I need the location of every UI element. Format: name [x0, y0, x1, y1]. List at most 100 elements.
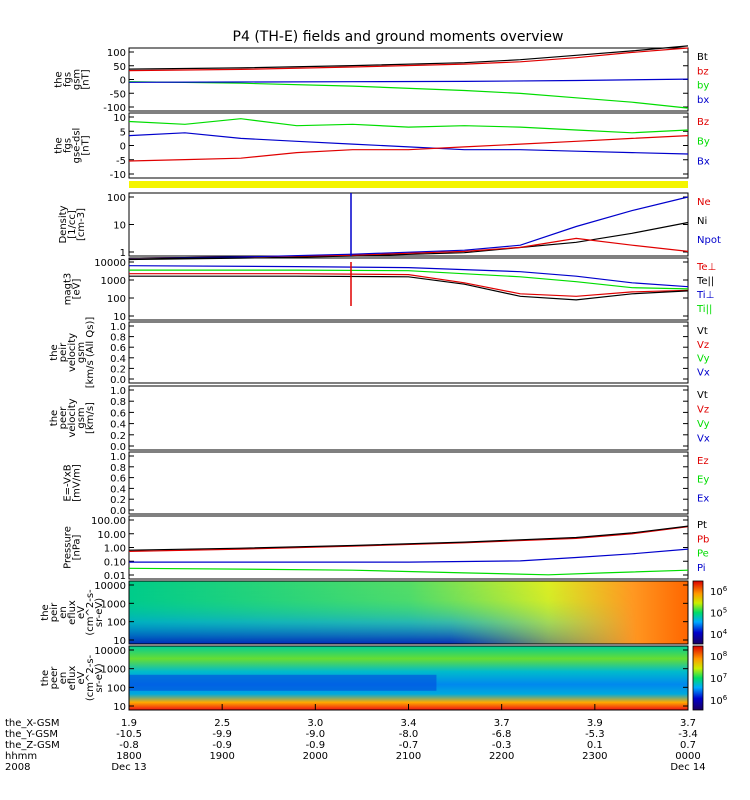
- series-Te||: [129, 275, 689, 301]
- ylabel-line: [cm-3]: [76, 208, 87, 241]
- ytick-label: 10.00: [97, 530, 126, 541]
- legend-Pi: Pi: [697, 563, 706, 574]
- xaxis-row-label: 2008: [5, 762, 30, 773]
- series-Pt: [128, 525, 689, 551]
- series-Pe: [128, 567, 689, 576]
- ytick-label: 0.2: [110, 495, 126, 506]
- xaxis-value: 2.5: [214, 718, 230, 729]
- panel-frame: [128, 385, 689, 451]
- ytick-label: 0.4: [110, 354, 126, 365]
- ylabel-line: sr-eV): [94, 598, 105, 627]
- ytick-label: 10: [113, 312, 126, 323]
- ylabel-line: [1/cc]: [67, 210, 78, 239]
- ytick-label: 0.0: [110, 375, 126, 386]
- ylabel-line: peer: [49, 666, 60, 690]
- panel-efield: 1.00.80.60.40.20.0 E=-VxB[mV/m] Ez Ey Ex: [63, 451, 709, 517]
- ytick-label: 1: [120, 248, 126, 259]
- ylabel-line: magt3: [63, 273, 74, 306]
- legend-Pt: Pt: [697, 520, 707, 531]
- legend-Ni: Ni: [697, 216, 707, 227]
- ytick-label: 10000: [94, 258, 126, 269]
- ylabel-line: eflux: [67, 600, 78, 625]
- ytick-label: 0.8: [110, 333, 126, 344]
- ytick-label: 1.0: [110, 452, 126, 463]
- ylabel-line: gsm: [76, 407, 87, 428]
- panel-frame: [128, 580, 689, 645]
- ylabel: thefgsgsm[nT]: [54, 69, 92, 90]
- ylabel-line: the: [49, 410, 60, 426]
- ytick-label: 1000: [101, 665, 126, 676]
- xaxis-value: 0.7: [680, 740, 696, 751]
- xaxis-value: 0000: [675, 751, 700, 762]
- legend-Pb: Pb: [697, 534, 709, 545]
- ytick-label: 0.8: [110, 463, 126, 474]
- ylabel-line: [nT]: [81, 135, 92, 155]
- ytick-label: 1.00: [104, 544, 126, 555]
- legend-Ey: Ey: [697, 475, 709, 486]
- legend-by: by: [697, 81, 709, 92]
- ylabel-line: en: [58, 672, 69, 685]
- legend-Vt: Vt: [697, 326, 708, 337]
- ylabel-line: the: [49, 344, 60, 360]
- ytick-label: 1.0: [110, 386, 126, 397]
- ylabel-line: the: [54, 71, 65, 87]
- legend-Vz: Vz: [697, 340, 709, 351]
- legend-Ti⊥: Ti⊥: [696, 290, 714, 301]
- legend-Vy: Vy: [697, 419, 710, 430]
- ylabel-line: the: [40, 670, 51, 686]
- colorbar-tick-label: 106: [710, 585, 728, 598]
- ylabel-line: [mV/m]: [72, 464, 83, 502]
- ytick-label: 0.8: [110, 397, 126, 408]
- colorbar: [692, 580, 704, 645]
- colorbar-tick-label: 106: [710, 694, 728, 707]
- ytick-label: 0.6: [110, 474, 126, 485]
- legend-Vx: Vx: [697, 434, 710, 445]
- ylabel-line: (cm^2-s-: [85, 654, 96, 701]
- legend-bz: bz: [697, 66, 709, 77]
- xaxis-value: 3.0: [307, 718, 323, 729]
- colorbar-tick-label: 108: [710, 650, 727, 663]
- colorbar: [692, 645, 704, 711]
- panel-peir_velocity: 1.00.80.60.40.20.0 thepeirvelocitygsm[km/…: [49, 317, 710, 389]
- ylabel-line: gsm: [72, 69, 83, 90]
- series-Ne: [128, 237, 689, 259]
- ytick-label: 10: [113, 702, 126, 713]
- ytick-label: 100: [107, 48, 126, 59]
- legend-Ne: Ne: [697, 197, 711, 208]
- panel-peer_velocity: 1.00.80.60.40.20.0 thepeervelocitygsm[km/…: [49, 385, 710, 453]
- legend-Ti||: Ti||: [696, 304, 712, 315]
- ytick-label: 0.2: [110, 431, 126, 442]
- ytick-label: 0: [120, 142, 126, 153]
- colorbar-tick-label: 104: [710, 628, 728, 641]
- ytick-label: 0.4: [110, 484, 126, 495]
- ytick-label: 100: [107, 618, 126, 629]
- ytick-label: 1000: [101, 599, 126, 610]
- series-Npot: [128, 196, 689, 259]
- ylabel-line: sr-eV): [94, 663, 105, 692]
- ylabel: thepeirenefluxeV(cm^2-s-sr-eV): [40, 589, 105, 636]
- legend-bx: bx: [697, 95, 709, 106]
- ylabel-line: eV: [76, 671, 87, 684]
- panel-peer_spec: 108 107 106 10000 1000 100 10 thepeerenefluxeV(…: [40, 645, 728, 713]
- panel-temperature: 10000 1000 100 10 magt3[eV] Te⊥ Te|| Ti⊥ Ti||: [63, 257, 716, 323]
- colorbar-tick-label: 105: [710, 607, 727, 620]
- panel-frame: [128, 515, 689, 580]
- xaxis-value: -5.3: [585, 729, 605, 740]
- ylabel-line: [km/s]: [85, 402, 96, 434]
- ylabel-line: peer: [58, 406, 69, 430]
- ytick-label: 10: [113, 636, 126, 647]
- ylabel-line: [nT]: [81, 69, 92, 89]
- series-Ti⊥: [128, 265, 689, 288]
- panel-frame: [128, 321, 689, 384]
- ytick-label: 100: [107, 294, 126, 305]
- ylabel-line: E=-VxB: [63, 464, 74, 501]
- legend-Pe: Pe: [697, 549, 709, 560]
- ylabel: thepeirvelocitygsm[km/s (All Qs)]: [49, 317, 96, 389]
- xaxis-value: 3.7: [494, 718, 510, 729]
- ylabel-line: [nPa]: [72, 534, 83, 560]
- ytick-label: 1.0: [110, 322, 126, 333]
- xaxis-row-label: hhmm: [5, 751, 37, 762]
- ylabel: thepeerenefluxeV(cm^2-s-sr-eV): [40, 654, 105, 701]
- xaxis-value: 2100: [396, 751, 421, 762]
- xaxis-row-label: the_Y-GSM: [5, 729, 58, 740]
